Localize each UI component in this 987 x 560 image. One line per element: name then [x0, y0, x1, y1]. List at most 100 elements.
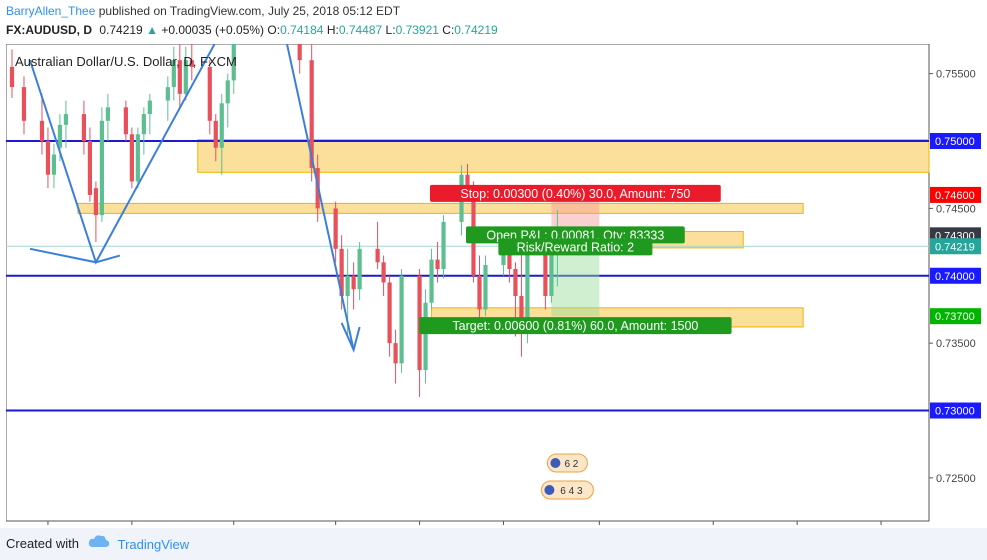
candle-body-50[interactable]: [483, 264, 488, 310]
target-label-box: [419, 317, 732, 335]
high-label: H:: [326, 23, 339, 37]
candle-body-20[interactable]: [177, 60, 182, 94]
candle-body-42[interactable]: [423, 302, 428, 371]
candle-body-21[interactable]: [183, 60, 188, 94]
symbol-label: FX:AUDUSD, D: [6, 23, 92, 37]
candle-body-39[interactable]: [393, 343, 398, 364]
candle-body-38[interactable]: [387, 282, 392, 344]
candle-body-45[interactable]: [441, 221, 446, 270]
open-value: 0.74184: [280, 23, 324, 37]
flag-icon: [544, 485, 555, 495]
candle-body-13[interactable]: [123, 107, 128, 135]
candle-body-14[interactable]: [129, 134, 134, 182]
candle-body-19[interactable]: [171, 60, 176, 88]
price-label-box-2: [930, 186, 981, 203]
last-price: 0.74219: [99, 23, 143, 37]
price-label-box-6: [930, 308, 981, 325]
ohlc-line: FX:AUDUSD, D 0.74219 ▲ +0.00035 (+0.05%)…: [6, 23, 498, 37]
event-marker-text: 6 2: [564, 459, 578, 470]
trend-arrow-2[interactable]: [282, 44, 355, 351]
flag-icon: [550, 458, 561, 468]
candle-body-28[interactable]: [297, 44, 302, 61]
price-label-2: 0.74600: [935, 190, 975, 202]
candle-body-15[interactable]: [135, 134, 140, 182]
stop-label: Stop: 0.00300 (0.40%) 30.0, Amount: 750: [460, 187, 690, 201]
candle-body-23[interactable]: [207, 66, 212, 121]
y-tick-label-1: 0.75500: [936, 69, 976, 81]
candle-body-18[interactable]: [165, 87, 170, 101]
price-label-7: 0.73000: [935, 406, 975, 418]
candle-body-26[interactable]: [225, 80, 230, 104]
high-value: 0.74487: [338, 23, 383, 37]
candle-body-7[interactable]: [63, 114, 69, 125]
candle-body-4[interactable]: [45, 141, 51, 175]
candle-body-34[interactable]: [351, 275, 356, 290]
zone-1[interactable]: [197, 139, 930, 173]
candle-body-54[interactable]: [519, 295, 524, 330]
candle-body-6[interactable]: [57, 124, 63, 148]
candle-body-17[interactable]: [147, 100, 152, 115]
candle-body-47[interactable]: [465, 174, 470, 189]
low-label: L:: [385, 23, 396, 37]
candle-body-29[interactable]: [309, 60, 314, 168]
price-label-box-1: [930, 133, 981, 150]
zone-2[interactable]: [77, 202, 804, 214]
candle-body-24[interactable]: [213, 120, 218, 148]
candlestick-chart[interactable]: Stop: 0.00300 (0.40%) 30.0, Amount: 750O…: [6, 44, 981, 526]
candle-body-51[interactable]: [501, 251, 506, 265]
open-label: O:: [267, 23, 281, 37]
footer-bar: Created with TradingView: [0, 528, 987, 560]
candle-body-25[interactable]: [219, 103, 224, 148]
candle-body-36[interactable]: [375, 248, 380, 263]
cloud-icon: [88, 535, 110, 547]
y-tick-label-2: 0.74500: [936, 203, 976, 215]
stop-label-box: [429, 184, 721, 202]
candle-body-8[interactable]: [81, 114, 87, 142]
event-marker-2[interactable]: [540, 480, 594, 500]
candle-body-52[interactable]: [507, 251, 512, 270]
candle-body-56[interactable]: [543, 242, 548, 296]
candle-body-3[interactable]: [39, 120, 45, 142]
low-value: 0.73921: [395, 23, 439, 37]
candle-body-31[interactable]: [333, 208, 338, 249]
candle-body-2[interactable]: [21, 87, 27, 121]
candle-body-9[interactable]: [87, 141, 93, 195]
candle-body-22[interactable]: [189, 60, 194, 67]
published-text: published on TradingView.com, July 25, 2…: [98, 4, 401, 18]
candle-body-53[interactable]: [513, 269, 518, 296]
rr-label: Risk/Reward Ratio: 2: [517, 240, 634, 254]
author-link[interactable]: BarryAllen_Thee: [6, 4, 96, 18]
y-tick-label-3: 0.73500: [936, 338, 976, 350]
price-label-box-7: [930, 402, 981, 419]
candle-body-44[interactable]: [435, 259, 440, 270]
plot-frame: [6, 44, 930, 522]
candle-body-32[interactable]: [339, 248, 344, 296]
candle-body-57[interactable]: [549, 251, 554, 296]
arrow-head-1: [29, 247, 121, 264]
candle-body-55[interactable]: [525, 242, 530, 330]
created-with-text: Created with: [6, 536, 79, 551]
brand-name: TradingView: [117, 537, 190, 552]
close-label: C:: [442, 23, 455, 37]
candle-body-11[interactable]: [99, 120, 104, 216]
tradingview-logo-link[interactable]: TradingView: [88, 534, 190, 552]
price-label-6: 0.73700: [935, 311, 975, 323]
candle-body-10[interactable]: [93, 188, 99, 216]
candle-body-40[interactable]: [399, 275, 404, 364]
candle-body-5[interactable]: [51, 154, 57, 175]
candle-body-49[interactable]: [477, 275, 482, 310]
candle-body-16[interactable]: [141, 114, 146, 135]
candle-body-1[interactable]: [9, 66, 15, 88]
candle-body-27[interactable]: [231, 44, 236, 81]
price-label-5: 0.74000: [935, 271, 975, 283]
rr-label-box: [498, 238, 653, 256]
candle-body-33[interactable]: [345, 275, 350, 296]
price-label-4: 0.74219: [935, 241, 975, 253]
target-label: Target: 0.00600 (0.81%) 60.0, Amount: 15…: [452, 319, 698, 333]
change-value: +0.00035 (+0.05%): [161, 23, 265, 37]
chart-title: Australian Dollar/U.S. Dollar, D, FXCM: [15, 54, 237, 69]
candle-body-37[interactable]: [381, 262, 386, 283]
candle-body-43[interactable]: [429, 259, 434, 303]
candle-body-12[interactable]: [105, 107, 110, 121]
candle-body-35[interactable]: [357, 248, 362, 290]
